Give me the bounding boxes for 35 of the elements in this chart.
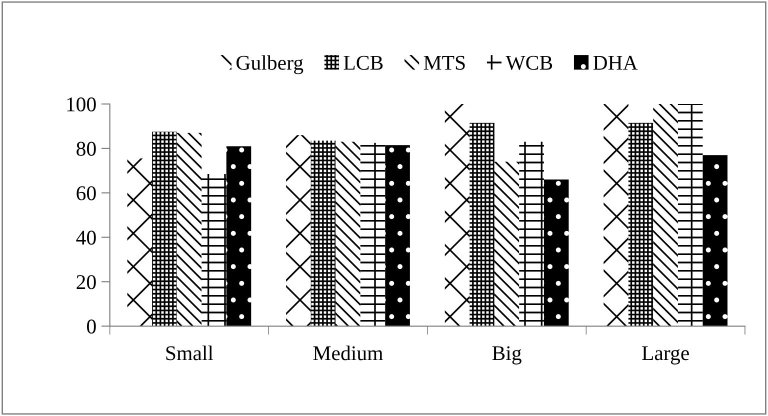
legend-label: Gulberg [236, 55, 304, 74]
bar [519, 142, 544, 326]
legend-label: MTS [424, 56, 465, 70]
legend-label: LCB [344, 56, 383, 70]
x-tick-label: Medium [313, 346, 383, 360]
bar [702, 155, 728, 326]
bar [653, 104, 678, 326]
bar [336, 142, 360, 326]
y-tick-label: 20 [76, 275, 96, 290]
bar [176, 132, 202, 326]
bar [202, 174, 226, 326]
legend-label: DHA [593, 56, 638, 70]
bar [385, 145, 410, 326]
bar [226, 146, 252, 326]
bar [628, 122, 654, 326]
bar [286, 135, 311, 326]
bar [470, 122, 494, 326]
x-tick-label: Small [166, 346, 214, 360]
bar [604, 104, 628, 326]
bar [444, 104, 470, 326]
x-tick-label: Big [492, 346, 522, 364]
y-tick-label: 100 [67, 97, 96, 112]
y-tick-label: 60 [76, 186, 96, 200]
bar [678, 104, 703, 326]
legend-label: WCB [506, 56, 552, 70]
y-tick-label: 0 [87, 320, 96, 334]
bar [360, 142, 386, 326]
bar [127, 158, 152, 326]
bar [494, 162, 520, 326]
y-tick-label: 40 [76, 230, 96, 245]
y-tick-label: 80 [76, 142, 96, 156]
x-tick-label: Large [642, 346, 689, 364]
bar [310, 140, 336, 326]
bar [152, 132, 177, 326]
bar [544, 180, 569, 326]
